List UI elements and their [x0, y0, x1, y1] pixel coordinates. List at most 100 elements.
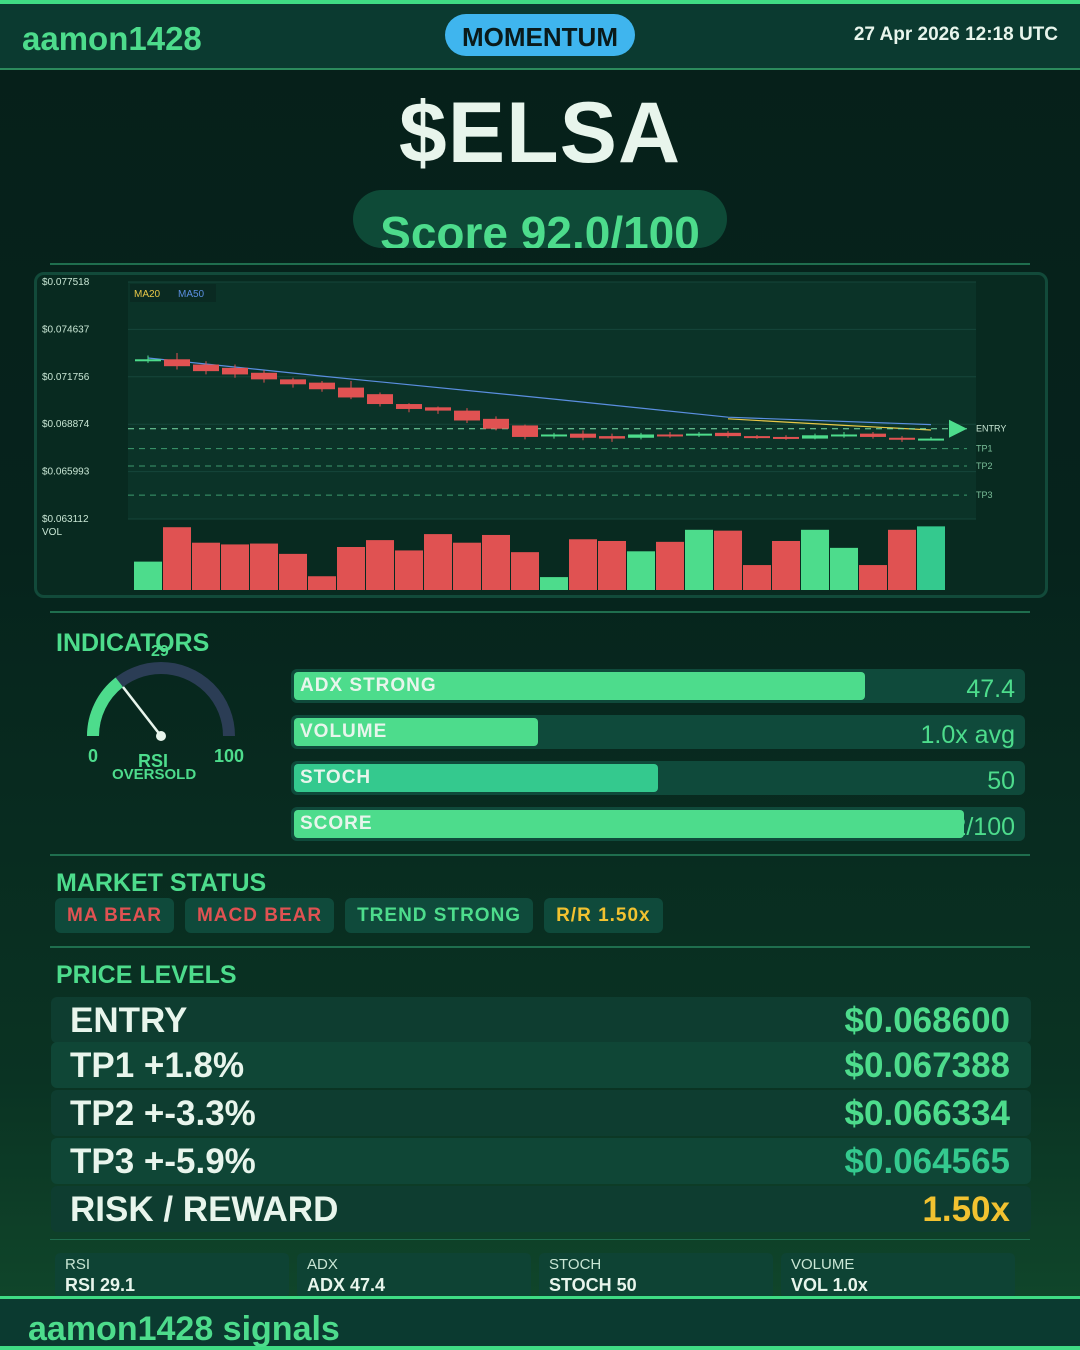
- volume-bar: [743, 565, 771, 590]
- gauge-needle: [122, 686, 162, 737]
- volume-label: VOL: [42, 527, 62, 538]
- stoch-bar: STOCH 50: [291, 761, 1025, 795]
- stat-card-adx: ADX ADX 47.4: [297, 1253, 531, 1298]
- candle-body: [657, 434, 683, 437]
- volume-bar: [163, 527, 191, 590]
- y-tick-label: $0.074637: [42, 324, 90, 335]
- level-row-entry: ENTRY $0.068600: [51, 997, 1031, 1043]
- candle-body: [222, 367, 248, 375]
- volume-bar: [395, 550, 423, 590]
- volume-bar: [859, 565, 887, 590]
- y-tick-label: $0.065993: [42, 467, 90, 478]
- price-levels-title: PRICE LEVELS: [56, 961, 237, 989]
- candle-body: [251, 372, 277, 380]
- y-tick-label: $0.077518: [42, 277, 90, 288]
- volume-bar: [598, 540, 626, 590]
- level-value: $0.064565: [844, 1142, 1010, 1181]
- stat-value: STOCH 50: [549, 1275, 637, 1295]
- candle-body: [425, 407, 451, 411]
- stat-key: VOLUME: [791, 1256, 855, 1273]
- stat-card-stoch: STOCH STOCH 50: [539, 1253, 773, 1298]
- stoch-bar-label: STOCH: [300, 767, 372, 788]
- rsi-gauge-svg: 29 0 100 RSI OVERSOLD: [87, 643, 244, 783]
- candle-body: [918, 438, 944, 441]
- market-status-tags: MA BEAR MACD BEAR TREND STRONG R/R 1.50x: [55, 898, 663, 934]
- candle-body: [483, 418, 509, 429]
- volume-bar: [685, 529, 713, 590]
- adx-bar-label: ADX STRONG: [300, 675, 437, 696]
- level-label: TP2 +-3.3%: [70, 1094, 256, 1133]
- stat-value: RSI 29.1: [65, 1275, 136, 1295]
- candle-body: [802, 435, 828, 439]
- level-label: TP1: [976, 444, 993, 454]
- divider: [50, 263, 1030, 265]
- timestamp: 27 Apr 2026 12:18 UTC: [853, 24, 1058, 45]
- volume-bar: [888, 529, 916, 590]
- stat-key: RSI: [65, 1256, 91, 1273]
- candle-body: [193, 364, 219, 372]
- level-label: ENTRY: [70, 1001, 188, 1040]
- market-status-title: MARKET STATUS: [56, 869, 267, 897]
- gauge-hub: [156, 731, 166, 741]
- indicators-title: INDICATORS: [56, 629, 210, 657]
- level-label: TP1 +1.8%: [70, 1046, 245, 1085]
- level-label: TP3: [976, 490, 993, 500]
- volume-bar: VOLUME 1.0x avg: [291, 715, 1025, 749]
- volume-bar: [801, 529, 829, 590]
- volume-bar: [540, 577, 568, 590]
- chart-svg: $0.077518 $0.074637 $0.071756 $0.068874 $0.0…: [42, 277, 1006, 590]
- level-label: TP2: [976, 461, 993, 471]
- candle-body: [309, 382, 335, 390]
- candle-body: [889, 437, 915, 440]
- candle-body: [367, 394, 393, 405]
- candle-body: [396, 404, 422, 409]
- divider: [50, 611, 1030, 613]
- volume-bar: [424, 534, 452, 590]
- score-label: Score 92.0/100: [380, 207, 700, 248]
- footer-text: aamon1428 signals: [28, 1310, 340, 1348]
- header-bar: aamon1428 MOMENTUM 27 Apr 2026 12:18 UTC: [0, 4, 1080, 70]
- candle-body: [773, 436, 799, 439]
- volume-bar: [279, 553, 307, 590]
- volume-bar: [772, 540, 800, 590]
- candle-body: [860, 433, 886, 437]
- stoch-bar-value: 50: [987, 767, 1015, 795]
- candle-body: [338, 387, 364, 398]
- divider: [50, 1239, 1030, 1240]
- stat-key: ADX: [307, 1256, 338, 1273]
- gauge-name: RSI: [138, 751, 168, 771]
- tag-ma: MA BEAR: [55, 898, 174, 933]
- divider: [50, 854, 1030, 856]
- footer-bar: aamon1428 signals: [0, 1296, 1080, 1350]
- volume-bar: [366, 540, 394, 590]
- volume-bar-fill: [294, 718, 538, 746]
- volume-bar-label: VOLUME: [300, 721, 388, 742]
- candle-body: [599, 436, 625, 439]
- level-row-tp1: TP1 +1.8% $0.067388: [51, 1042, 1031, 1088]
- adx-bar: ADX STRONG 47.4: [291, 669, 1025, 703]
- level-row-tp2: TP2 +-3.3% $0.066334: [51, 1090, 1031, 1136]
- score-bar-label: SCORE: [300, 813, 373, 834]
- score-bar: 92/100 SCORE: [291, 807, 1025, 841]
- adx-bar-value: 47.4: [966, 675, 1015, 703]
- candle-body: [164, 359, 190, 367]
- stat-value: ADX 47.4: [307, 1275, 386, 1295]
- volume-bar: [917, 526, 945, 590]
- level-value: $0.066334: [844, 1094, 1010, 1133]
- y-tick-label: $0.068874: [42, 419, 90, 430]
- volume-bar: [714, 530, 742, 590]
- candle-body: [686, 433, 712, 436]
- level-label: ENTRY: [976, 424, 1006, 434]
- ma50-line: [147, 357, 932, 426]
- stat-card-rsi: RSI RSI 29.1: [55, 1253, 289, 1298]
- volume-bar: [830, 547, 858, 590]
- plot-area: [128, 282, 976, 519]
- score-bar-fill: [294, 810, 964, 838]
- rsi-gauge: 29 0 100 RSI OVERSOLD: [78, 640, 258, 790]
- brand-name: aamon1428: [22, 20, 202, 57]
- volume-bar: [511, 552, 539, 590]
- legend-box: [130, 284, 216, 302]
- stat-value: VOL 1.0x: [791, 1275, 868, 1295]
- stoch-bar-fill: [294, 764, 658, 792]
- volume-bar: [656, 541, 684, 590]
